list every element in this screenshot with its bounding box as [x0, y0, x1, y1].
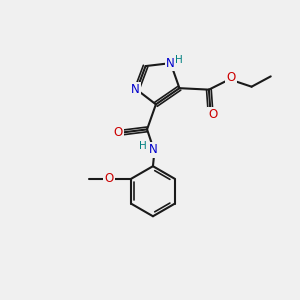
Text: O: O: [226, 71, 236, 84]
Text: H: H: [175, 55, 183, 64]
Text: N: N: [166, 57, 175, 70]
Text: N: N: [148, 143, 157, 157]
Text: O: O: [105, 172, 114, 184]
Text: H: H: [140, 141, 147, 151]
Text: O: O: [113, 126, 122, 139]
Text: O: O: [209, 108, 218, 121]
Text: N: N: [131, 83, 140, 96]
